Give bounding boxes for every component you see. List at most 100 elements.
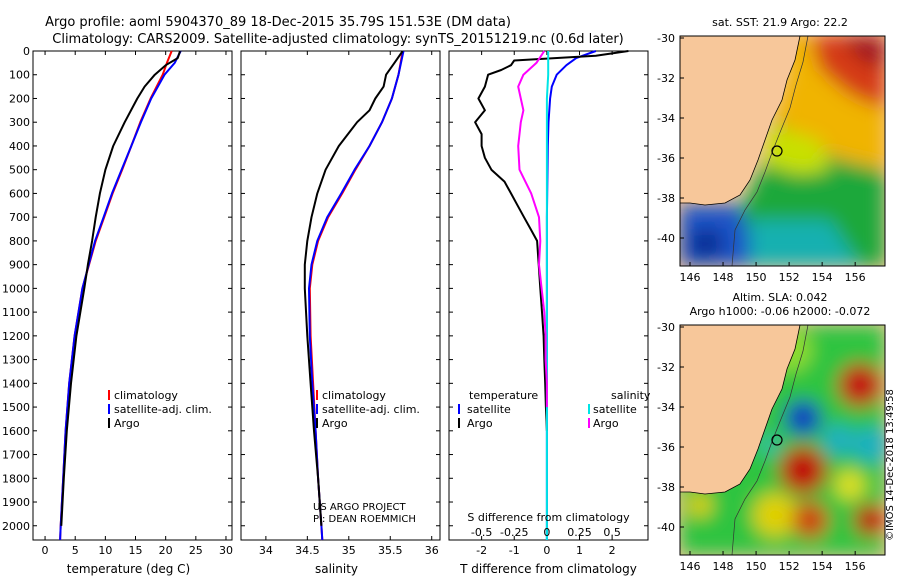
x-tick-label: -1 — [509, 544, 520, 557]
lat-tick-label: -34 — [657, 401, 675, 414]
lat-tick-label: -32 — [657, 361, 675, 374]
legend-title-salinity: salinity — [611, 389, 651, 402]
y-tick-label: 1300 — [2, 354, 30, 367]
profile-location-marker-2 — [771, 434, 783, 446]
secondary-tick-label: 0.5 — [603, 526, 621, 539]
secondary-tick-label: 0 — [543, 526, 550, 539]
lon-tick-label: 150 — [746, 271, 767, 284]
legend-label: satellite-adj. clim. — [322, 403, 420, 416]
profile-location-marker — [771, 145, 783, 157]
x-axis-label: salinity — [315, 562, 358, 576]
y-tick-label: 1500 — [2, 401, 30, 414]
sla-map-title1: Altim. SLA: 0.042 — [732, 291, 827, 304]
plot-frame — [32, 50, 233, 541]
plot-frame — [240, 50, 441, 541]
legend-label: satellite — [593, 403, 637, 416]
profile-panel-3: -2 -1 0 1 2 T difference from climatology temp… — [448, 50, 651, 576]
profile-panel-2: 34 34.5 35 35.5 36 salinity climatologysatelli… — [240, 50, 441, 576]
series-line-argo — [303, 50, 404, 526]
lat-tick-label: -36 — [657, 441, 675, 454]
series-line-salinity-satellite — [545, 51, 550, 540]
legend-label: satellite-adj. clim. — [114, 403, 212, 416]
y-tick-label: 2000 — [2, 520, 30, 533]
legend-title-temperature: temperature — [469, 389, 538, 402]
x-tick-label: 30 — [219, 544, 233, 557]
sla-map: Altim. SLA: 0.042 Argo h1000: -0.06 h200… — [657, 291, 886, 573]
x-tick-label: 5 — [72, 544, 79, 557]
x-tick-label: 1 — [576, 544, 583, 557]
y-tick-label: 100 — [9, 69, 30, 82]
imos-credit: ©IMOS 14-Dec-2018 13:49:58 — [885, 389, 896, 541]
lat-tick-label: -38 — [657, 192, 675, 205]
y-tick-label: 500 — [9, 164, 30, 177]
x-tick-label: 34.5 — [295, 544, 320, 557]
header-line1: Argo profile: aoml 5904370_89 18-Dec-201… — [45, 15, 511, 30]
legend-label: Argo — [322, 417, 348, 430]
lat-tick-label: -40 — [657, 521, 675, 534]
lon-tick-label: 156 — [845, 271, 866, 284]
x-tick-label: 0 — [42, 544, 49, 557]
x-tick-label: 36 — [425, 544, 439, 557]
lat-tick-label: -40 — [657, 232, 675, 245]
y-tick-label: 800 — [9, 235, 30, 248]
lon-tick-label: 156 — [845, 560, 866, 573]
lon-tick-label: 152 — [779, 560, 800, 573]
y-tick-label: 300 — [9, 116, 30, 129]
y-tick-label: 1000 — [2, 282, 30, 295]
lon-tick-label: 154 — [812, 271, 833, 284]
lat-tick-label: -30 — [657, 32, 675, 45]
y-tick-label: 600 — [9, 187, 30, 200]
sst-map-title: sat. SST: 21.9 Argo: 22.2 — [712, 16, 848, 29]
x-tick-label: 15 — [129, 544, 143, 557]
series-line-salinity-argo — [517, 50, 548, 408]
sst-map: sat. SST: 21.9 Argo: 22.2 -30 — [657, 16, 886, 284]
header-line2: Climatology: CARS2009. Satellite-adjuste… — [52, 32, 624, 47]
lat-tick-label: -36 — [657, 152, 675, 165]
x-tick-label: -2 — [476, 544, 487, 557]
lon-tick-label: 154 — [812, 560, 833, 573]
y-tick-label: 1200 — [2, 330, 30, 343]
y-tick-label: 1100 — [2, 306, 30, 319]
series-line-argo — [60, 50, 182, 526]
legend-label: Argo — [593, 417, 619, 430]
secondary-tick-label: 0.25 — [567, 526, 592, 539]
y-tick-label: 1900 — [2, 496, 30, 509]
x-tick-label: 35.5 — [378, 544, 403, 557]
series-line-temperature-argo — [474, 50, 629, 431]
legend-label: climatology — [322, 389, 386, 402]
y-tick-label: 0 — [23, 45, 30, 58]
x-axis-label: temperature (deg C) — [67, 562, 190, 576]
x-tick-label: 25 — [189, 544, 203, 557]
x-tick-label: 0 — [543, 544, 550, 557]
x-tick-label: 35 — [342, 544, 356, 557]
secondary-tick-label: -0.25 — [500, 526, 528, 539]
y-tick-label: 900 — [9, 259, 30, 272]
secondary-tick-label: -0.5 — [471, 526, 492, 539]
credit-annotation: PI: DEAN ROEMMICH — [313, 514, 416, 525]
lat-tick-label: -34 — [657, 112, 675, 125]
lon-tick-label: 150 — [746, 560, 767, 573]
x-axis-label: T difference from climatology — [459, 562, 637, 576]
y-tick-label: 200 — [9, 92, 30, 105]
legend-label: climatology — [114, 389, 178, 402]
sla-map-title2: Argo h1000: -0.06 h2000: -0.072 — [690, 305, 871, 318]
legend-label: satellite — [467, 403, 511, 416]
x-tick-label: 2 — [609, 544, 616, 557]
y-tick-label: 1600 — [2, 425, 30, 438]
x-tick-label: 10 — [98, 544, 112, 557]
y-tick-label: 1400 — [2, 377, 30, 390]
x-tick-label: 34 — [259, 544, 273, 557]
y-tick-label: 1700 — [2, 449, 30, 462]
lon-tick-label: 148 — [713, 560, 734, 573]
legend-label: Argo — [114, 417, 140, 430]
lon-tick-label: 146 — [680, 271, 701, 284]
profile-panel-1: 0100200300400500600700800900100011001200… — [2, 45, 233, 576]
profile-panels: 0100200300400500600700800900100011001200… — [2, 45, 651, 576]
lon-tick-label: 148 — [713, 271, 734, 284]
x-tick-label: 20 — [159, 544, 173, 557]
credit-annotation: US ARGO PROJECT — [313, 502, 407, 513]
secondary-axis-title: S difference from climatology — [467, 511, 630, 524]
series-line-satellite-adj-clim- — [308, 50, 405, 541]
lat-tick-label: -32 — [657, 72, 675, 85]
